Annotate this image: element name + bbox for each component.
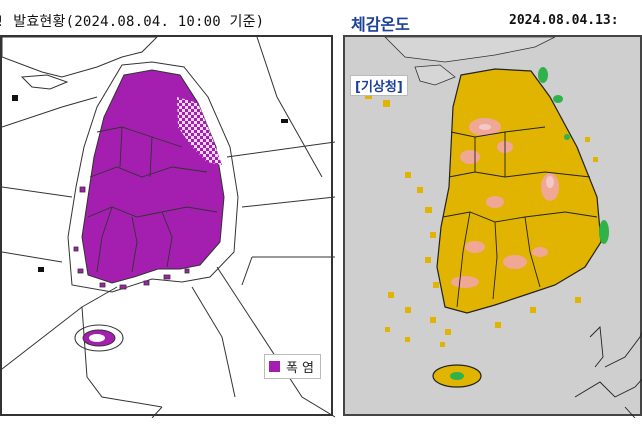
heat-wave-swatch (268, 361, 280, 372)
special-report-map (2, 37, 335, 418)
source-tag: [기상청] (350, 75, 408, 96)
feels-like-map (365, 37, 642, 418)
special-report-title: ! 발효현황(2024.08.04. 10:00 기준) (0, 14, 265, 30)
right-panel: 체감온도 2024.08.04.13: (343, 0, 642, 442)
feels-like-timestamp: 2024.08.04.13: (509, 13, 619, 28)
special-report-map-frame: 폭 염 (0, 35, 335, 418)
feels-like-title: 체감온도 (351, 15, 410, 34)
legend-heat-wave-label: 폭 염 (285, 361, 314, 376)
warning-legend: 폭 염 (263, 354, 321, 379)
feels-like-map-frame: [기상청] (343, 35, 642, 418)
left-panel: ! 발효현황(2024.08.04. 10:00 기준) (0, 14, 335, 418)
